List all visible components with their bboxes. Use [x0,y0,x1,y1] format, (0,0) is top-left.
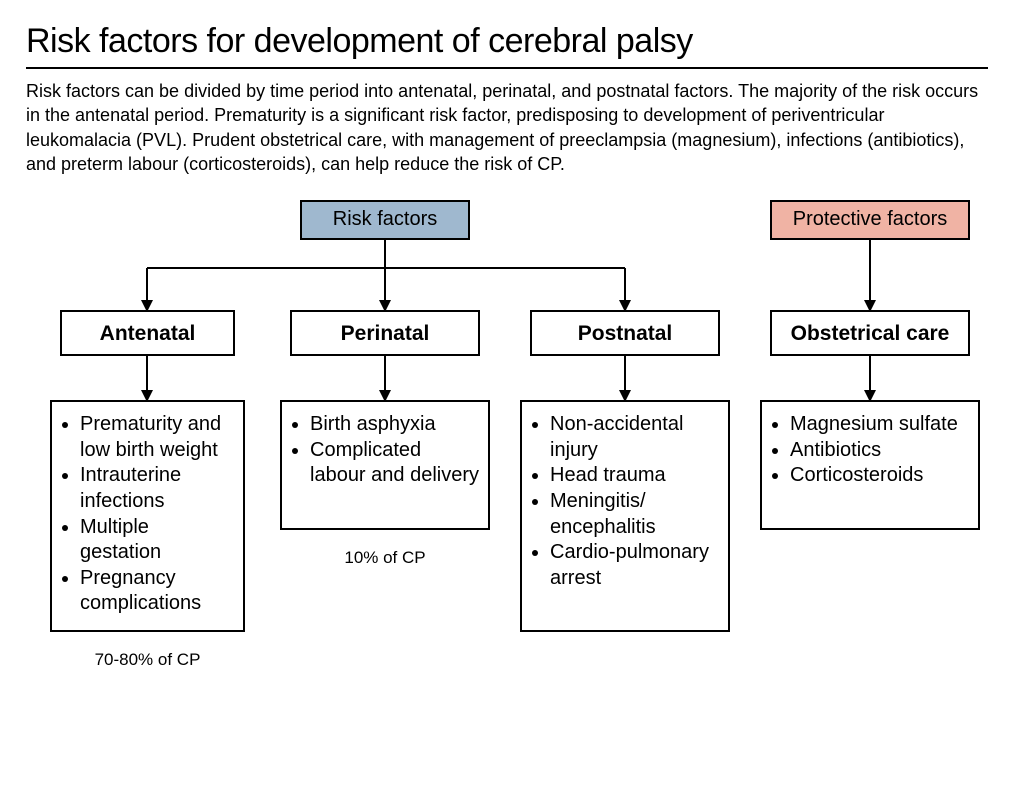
list-item: Cardio-pulmonary arrest [550,540,720,591]
list-item: Antibiotics [790,438,970,464]
category-obstetrical: Obstetrical care [770,310,970,356]
list-item: Complicated labour and delivery [310,438,480,489]
category-postnatal-label: Postnatal [578,322,673,345]
list-item: Head trauma [550,463,720,489]
category-perinatal: Perinatal [290,310,480,356]
list-item: Multiple gestation [80,515,235,566]
list-item: Intrauterine infections [80,463,235,514]
protective-factors-header: Protective factors [770,200,970,240]
category-antenatal-label: Antenatal [100,322,196,345]
list-item: Birth asphyxia [310,412,480,438]
list-antenatal: Prematurity and low birth weightIntraute… [50,400,245,632]
risk-factors-header: Risk factors [300,200,470,240]
category-perinatal-label: Perinatal [341,322,430,345]
page-title: Risk factors for development of cerebral… [26,22,988,61]
intro-paragraph: Risk factors can be divided by time peri… [26,79,986,176]
risk-factors-header-label: Risk factors [333,208,437,230]
list-perinatal: Birth asphyxiaComplicated labour and del… [280,400,490,530]
protective-factors-header-label: Protective factors [793,208,948,230]
title-rule [26,67,988,69]
list-item: Pregnancy complications [80,566,235,617]
list-item: Non-accidental injury [550,412,720,463]
list-obstetrical: Magnesium sulfateAntibioticsCorticostero… [760,400,980,530]
list-postnatal: Non-accidental injuryHead traumaMeningit… [520,400,730,632]
list-item: Meningitis/ encephalitis [550,489,720,540]
list-item: Corticosteroids [790,463,970,489]
category-postnatal: Postnatal [530,310,720,356]
annotation-antenatal: 70-80% of CP [50,650,245,670]
list-item: Prematurity and low birth weight [80,412,235,463]
category-obstetrical-label: Obstetrical care [791,322,950,345]
category-antenatal: Antenatal [60,310,235,356]
diagram-canvas: Risk factors Protective factors Antenata… [30,200,990,760]
list-item: Magnesium sulfate [790,412,970,438]
annotation-perinatal: 10% of CP [280,548,490,568]
